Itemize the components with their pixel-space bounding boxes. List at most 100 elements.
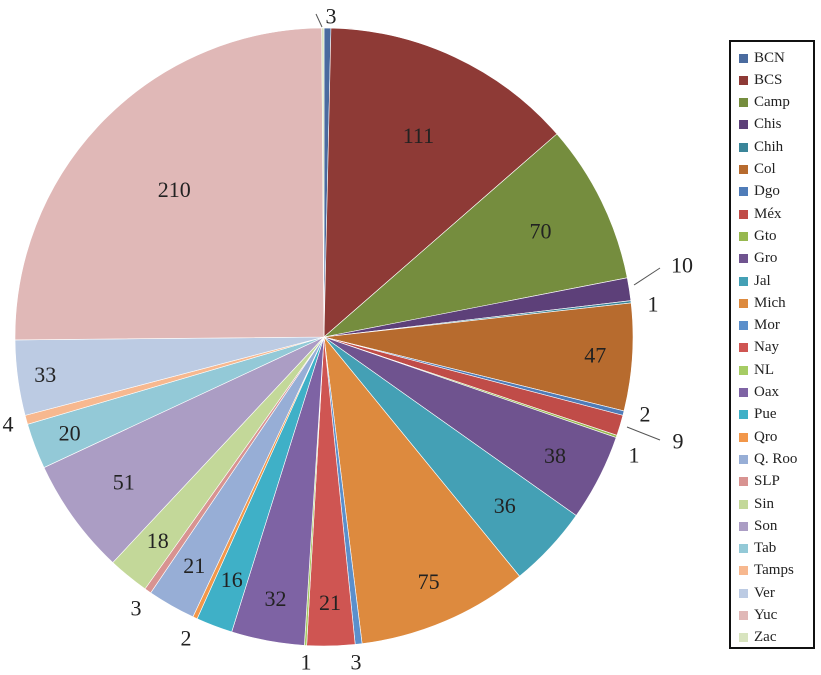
legend-swatch [739, 388, 748, 397]
data-label: 51 [113, 470, 135, 495]
data-label: 1 [629, 443, 640, 468]
legend-item: Chis [739, 114, 782, 136]
pie-slices [14, 27, 634, 647]
legend-swatch [739, 611, 748, 620]
data-label: 21 [319, 590, 341, 615]
pie-slice-son [43, 336, 325, 563]
data-label: 111 [403, 123, 434, 148]
legend-item: Yuc [739, 605, 777, 627]
pie-slice-bcs [323, 27, 558, 338]
legend-swatch [739, 254, 748, 264]
data-label: 210 [158, 177, 191, 202]
legend-item: Mor [739, 315, 780, 337]
legend-label: Gto [754, 227, 777, 244]
data-label: 33 [34, 362, 56, 387]
legend-item: Oax [739, 382, 779, 404]
legend-item: BCN [739, 47, 785, 69]
legend-item: Dgo [739, 181, 780, 203]
legend-swatch [739, 187, 748, 197]
legend-swatch [739, 365, 748, 375]
legend-item: Camp [739, 92, 790, 114]
data-label: 3 [326, 4, 337, 29]
legend-label: Jal [754, 272, 771, 289]
legend-item: Q. Roo [739, 448, 797, 470]
legend-swatch [739, 231, 748, 241]
legend-item: Gro [739, 248, 777, 270]
legend-swatch [739, 499, 748, 509]
legend-item: Ver [739, 582, 775, 604]
legend-swatch [739, 544, 748, 554]
legend-label: Tamps [754, 562, 794, 579]
legend-label: Camp [754, 94, 790, 111]
legend-label: SLP [754, 473, 780, 490]
legend-swatch [739, 120, 748, 130]
legend-label: Mor [754, 317, 780, 334]
pie-slice-zac [321, 27, 325, 338]
legend-item: Pue [739, 404, 777, 426]
pie-slice-camp [322, 133, 628, 338]
legend-item: SLP [739, 471, 780, 493]
legend-item: BCS [739, 69, 782, 91]
legend-item: Gto [739, 225, 777, 247]
legend-item: Col [739, 159, 776, 181]
data-label: 2 [181, 626, 192, 651]
legend-label: Q. Roo [754, 450, 798, 467]
data-label: 10 [671, 253, 693, 278]
legend-swatch [739, 588, 748, 598]
legend-item: Nay [739, 337, 779, 359]
data-label: 2 [640, 402, 651, 427]
data-label: 21 [183, 553, 205, 578]
legend-swatch [739, 343, 748, 353]
legend-item: Tamps [739, 560, 794, 582]
data-label: 70 [530, 219, 552, 244]
data-label: 75 [418, 569, 440, 594]
legend-label: Ver [754, 584, 775, 601]
data-label: 3 [351, 650, 362, 675]
legend-label: Son [754, 517, 778, 534]
legend-item: Qro [739, 426, 777, 448]
data-label: 38 [544, 443, 566, 468]
data-labels: 3111701014729138367532113216221318512043… [3, 4, 694, 675]
leader-line [626, 426, 661, 441]
legend-swatch [739, 410, 748, 420]
legend-label: Oax [754, 384, 779, 400]
legend-item: Son [739, 515, 777, 537]
pie-slice-mich [323, 336, 520, 644]
leader-line [633, 267, 661, 286]
legend-swatch [739, 521, 748, 531]
data-label: 20 [59, 421, 81, 446]
legend-label: Nay [754, 339, 779, 356]
legend-swatch [739, 633, 748, 643]
data-label: 9 [673, 429, 684, 454]
legend-label: Mich [754, 294, 786, 311]
legend: BCN BCS Camp Chis Chih Col Dgo Méx Gto Gro Jal Mich… [729, 40, 815, 649]
leader-line [315, 13, 323, 28]
legend-item: Jal [739, 270, 771, 292]
data-label: 3 [131, 596, 142, 621]
legend-item: Sin [739, 493, 774, 515]
leader-lines [315, 13, 661, 441]
legend-label: Chih [754, 138, 784, 155]
legend-swatch [739, 477, 748, 487]
legend-label: Col [754, 161, 776, 177]
legend-label: Yuc [754, 607, 778, 623]
legend-label: Dgo [754, 183, 780, 200]
legend-swatch [739, 98, 748, 108]
legend-swatch [739, 209, 748, 219]
legend-swatch [739, 321, 748, 331]
legend-label: Méx [754, 205, 782, 222]
data-label: 47 [584, 342, 606, 367]
legend-label: Zac [754, 629, 777, 646]
data-label: 1 [301, 650, 312, 675]
legend-swatch [739, 566, 748, 576]
data-label: 4 [3, 412, 14, 437]
legend-swatch [739, 75, 748, 85]
legend-swatch [739, 432, 748, 442]
legend-swatch [739, 454, 748, 464]
legend-item: Zac [739, 627, 776, 649]
legend-swatch [739, 142, 748, 152]
legend-item: NL [739, 359, 774, 381]
legend-label: Qro [754, 428, 778, 445]
legend-item: Tab [739, 538, 776, 560]
legend-label: Pue [754, 406, 777, 423]
